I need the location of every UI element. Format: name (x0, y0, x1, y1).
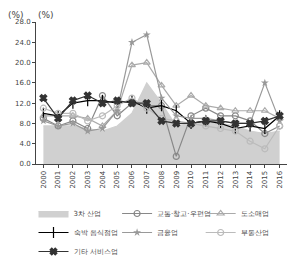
svg-text:2001: 2001 (54, 171, 62, 189)
svg-text:도소매업: 도소매업 (241, 210, 269, 218)
svg-text:(%): (%) (38, 10, 54, 20)
svg-text:4.0: 4.0 (19, 140, 30, 148)
svg-text:2009: 2009 (173, 171, 181, 189)
svg-text:2008: 2008 (158, 171, 166, 189)
svg-text:24.0: 24.0 (15, 39, 31, 47)
svg-text:(%): (%) (8, 10, 24, 20)
svg-text:2000: 2000 (40, 171, 48, 189)
svg-text:2006: 2006 (128, 170, 136, 188)
svg-text:2004: 2004 (99, 170, 107, 188)
svg-text:2011: 2011 (202, 171, 210, 189)
svg-text:교통·창고·우편업: 교통·창고·우편업 (157, 210, 210, 218)
svg-text:16.0: 16.0 (15, 79, 31, 87)
svg-text:3차 산업: 3차 산업 (74, 210, 102, 218)
svg-text:2013: 2013 (232, 171, 240, 189)
svg-text:금융업: 금융업 (157, 229, 178, 237)
svg-text:8.0: 8.0 (19, 120, 30, 128)
svg-text:12.0: 12.0 (15, 100, 31, 108)
svg-text:2014: 2014 (246, 170, 254, 188)
svg-text:0.0: 0.0 (19, 160, 30, 168)
svg-text:28.0: 28.0 (15, 18, 31, 26)
svg-text:2003: 2003 (84, 171, 92, 189)
svg-text:2007: 2007 (143, 171, 151, 189)
svg-text:2002: 2002 (69, 171, 77, 189)
svg-text:20.0: 20.0 (15, 59, 31, 67)
svg-text:숙박 음식점업: 숙박 음식점업 (74, 229, 118, 237)
svg-text:기타 서비스업: 기타 서비스업 (74, 248, 118, 256)
svg-text:2012: 2012 (217, 171, 225, 189)
svg-text:2015: 2015 (261, 171, 269, 189)
svg-text:2005: 2005 (113, 171, 121, 189)
svg-text:2016: 2016 (276, 170, 284, 188)
svg-text:2010: 2010 (187, 171, 195, 189)
svg-text:부동산업: 부동산업 (241, 229, 269, 237)
